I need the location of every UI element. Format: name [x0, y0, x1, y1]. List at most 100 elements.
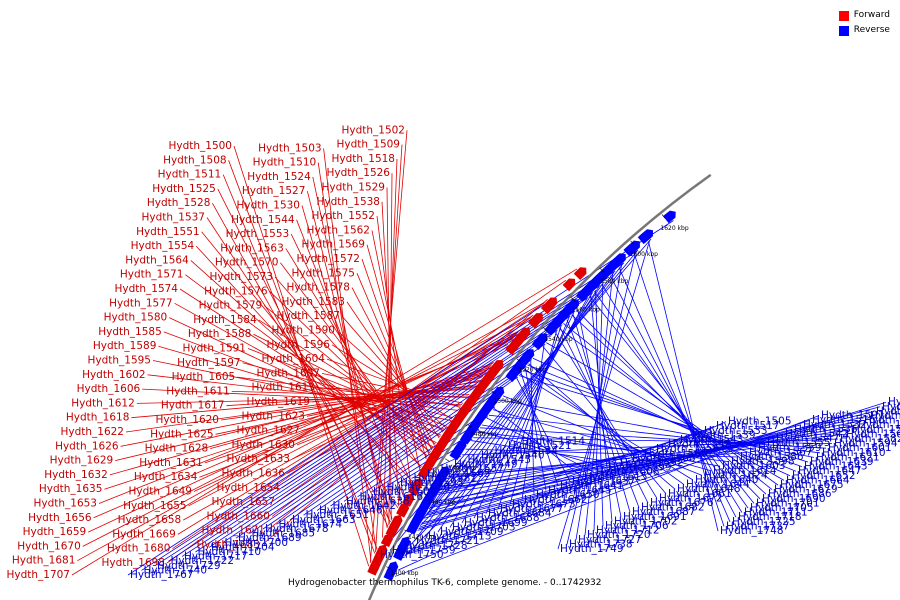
label-connector	[98, 338, 513, 504]
label-connector	[419, 450, 493, 527]
label-connector	[618, 267, 731, 522]
gene-label: Hydth_1597	[177, 357, 241, 369]
label-connector	[127, 220, 674, 576]
tick-mark	[516, 358, 521, 363]
gene-label: Hydth_1606	[77, 383, 141, 395]
gene-label: Hydth_1635	[39, 483, 103, 495]
label-connector	[417, 406, 881, 531]
gene-label: Hydth_1614	[713, 465, 777, 477]
gene-label: Hydth_1579	[199, 300, 263, 312]
tick-label: 1580 kbp	[600, 278, 628, 285]
gene-label: Hydth_1583	[281, 296, 345, 308]
label-connector	[253, 333, 445, 432]
label-connector	[235, 310, 576, 539]
gene-label: Hydth_1610	[822, 447, 886, 459]
reverse-gene-feature	[637, 231, 651, 245]
gene-label: Hydth_1651	[306, 509, 370, 521]
label-connector	[231, 391, 468, 398]
gene-label: Hydth_1547	[776, 433, 840, 445]
gene-label: Hydth_1686	[768, 488, 832, 500]
gene-label: Hydth_1556	[656, 443, 720, 455]
label-connector	[499, 399, 815, 458]
tick-label: 1540 kbp	[544, 336, 572, 343]
tick-label: 1420 kbp	[408, 534, 436, 541]
gene-label: Hydth_1682	[641, 502, 705, 514]
gene-label: Hydth_1680	[107, 543, 171, 555]
label-connector	[371, 230, 421, 470]
gene-label: Hydth_1582	[840, 433, 900, 445]
gene-label: Hydth_1608	[596, 466, 660, 478]
gene-label: Hydth_1503	[258, 142, 322, 154]
gene-label: Hydth_1689	[238, 532, 302, 544]
label-connector	[280, 262, 428, 458]
gene-label: Hydth_1632	[44, 469, 108, 481]
reverse-gene-feature	[531, 337, 545, 351]
gene-label: Hydth_1509	[336, 139, 400, 151]
gene-label: Hydth_1570	[215, 257, 279, 269]
reverse-gene-feature	[662, 210, 676, 224]
label-connector	[488, 414, 821, 454]
gene-label: Hydth_1534	[495, 445, 559, 457]
gene-label: Hydth_1530	[236, 200, 300, 212]
label-connector	[479, 427, 827, 449]
gene-label: Hydth_1600	[387, 482, 451, 494]
gene-label: Hydth_1543	[680, 434, 744, 446]
label-connector	[477, 430, 607, 468]
gene-label: Hydth_1748	[720, 525, 784, 537]
gene-label: Hydth_1690	[762, 493, 826, 505]
label-connector	[330, 371, 523, 507]
gene-label: Hydth_1593	[400, 477, 464, 489]
gene-label: Hydth_1650	[536, 489, 600, 501]
gene-label: Hydth_1554	[131, 240, 195, 252]
gene-label: Hydth_1684	[488, 508, 552, 520]
label-connector	[419, 430, 703, 528]
label-connector	[201, 231, 411, 487]
scale-ticks: 1400 kbp 1420 kbp 1440 kbp 1460 kbp 1480 kbp…	[386, 214, 689, 577]
gene-label: Hydth_1704	[211, 541, 275, 553]
gene-label: Hydth_1617	[161, 400, 225, 412]
gene-label: Hydth_1590	[271, 325, 335, 337]
gene-label: Hydth_1531	[882, 401, 900, 413]
gene-label: Hydth_1551	[136, 226, 200, 238]
label-connector	[172, 302, 545, 550]
label-connector	[397, 421, 727, 571]
label-connector	[424, 435, 691, 519]
gene-label: Hydth_1685	[252, 528, 316, 540]
gene-label: Hydth_1663	[292, 514, 356, 526]
label-connector	[648, 241, 719, 532]
reverse-gene-feature	[393, 547, 406, 561]
gene-label: Hydth_1602	[82, 369, 146, 381]
gene-label: Hydth_1739	[392, 544, 456, 556]
reverse-gene-feature	[383, 567, 396, 582]
gene-label: Hydth_1710	[198, 546, 262, 558]
gene-label: Hydth_1705	[750, 502, 814, 514]
gene-label: Hydth_1595	[87, 355, 151, 367]
gene-label: Hydth_1717	[184, 551, 248, 563]
gene-label: Hydth_1718	[738, 511, 802, 523]
label-connector	[571, 314, 767, 495]
legend-forward-label: Forward	[853, 10, 890, 20]
gene-label: Hydth_1659	[23, 526, 87, 538]
gene-label: Hydth_1767	[130, 569, 194, 581]
label-connector	[447, 434, 845, 479]
gene-label: Hydth_1626	[55, 440, 119, 452]
gene-label: Hydth_1577	[109, 297, 173, 309]
gene-label: Hydth_1524	[247, 171, 311, 183]
tick-mark	[491, 390, 496, 395]
gene-label: Hydth_1535	[876, 405, 900, 417]
label-connector	[532, 357, 791, 477]
label-connector	[461, 298, 588, 523]
gene-label: Hydth_1528	[147, 197, 211, 209]
gene-label: Hydth_1611	[166, 385, 230, 397]
label-connector	[493, 407, 583, 478]
tick-mark	[571, 297, 576, 302]
gene-label: Hydth_1669	[112, 528, 176, 540]
gene-label: Hydth_1679	[774, 484, 838, 496]
reverse-gene-feature	[544, 323, 557, 336]
gene-label: Hydth_1612	[71, 397, 135, 409]
gene-label: Hydth_1702	[614, 515, 678, 527]
gene-label: Hydth_1707	[6, 569, 70, 581]
gene-label: Hydth_1516	[812, 414, 876, 426]
gene-label: Hydth_1657	[211, 496, 275, 508]
reverse-gene-feature	[505, 369, 519, 382]
